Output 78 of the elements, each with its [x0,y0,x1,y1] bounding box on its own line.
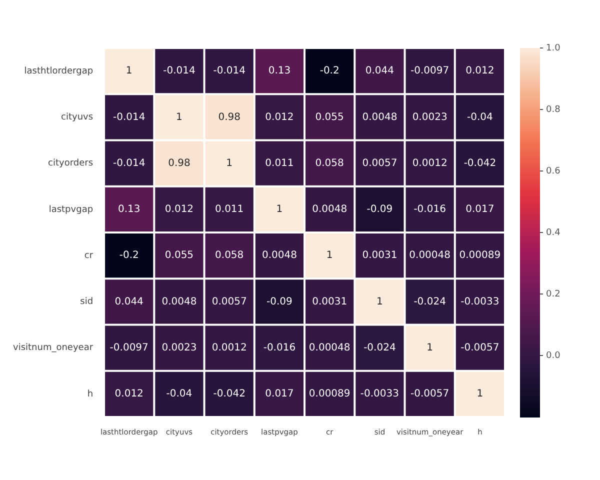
data-label: -0.2 [119,250,139,262]
color-bar-label: 0.2 [546,289,560,300]
data-label: 1 [426,342,434,354]
data-label: 1 [176,112,182,123]
data-label: 0.058 [215,250,244,262]
data-label: 0.0057 [362,158,398,169]
y-tick-label: sid [80,297,94,308]
data-label: 0.044 [365,66,394,77]
data-label: 0.0031 [362,250,398,262]
data-label: 0.0012 [212,342,247,354]
y-tick-label: lasthtlordergap [24,66,94,76]
y-tick-label: visitnum_oneyear [13,343,94,354]
data-label: 0.13 [118,204,140,216]
data-label: 0.012 [466,66,494,77]
data-label: 0.00089 [308,388,350,400]
data-label: 0.00048 [308,342,350,354]
color-bar-label: 0.8 [546,104,561,115]
data-label: -0.04 [467,112,493,123]
data-label: -0.024 [364,342,396,354]
data-label: 1 [476,388,484,400]
data-label: 0.0031 [312,296,348,308]
data-label: -0.0057 [460,342,500,354]
data-label: 0.0048 [362,112,398,123]
data-label: 0.058 [315,158,344,169]
y-tick-label: lastpvgap [48,204,94,215]
data-label: -0.0097 [410,66,450,77]
data-label: 0.012 [164,204,194,216]
data-label: -0.016 [414,204,446,216]
data-label: -0.2 [320,66,340,77]
data-label: -0.04 [166,388,192,400]
data-label: -0.014 [112,112,146,123]
data-label: 0.011 [215,204,244,216]
data-label: -0.0057 [410,388,450,400]
data-label: -0.0097 [110,342,148,354]
y-tick-label: cityuvs [61,112,94,123]
data-label: 0.0057 [212,296,247,308]
data-label: 0.044 [114,296,144,308]
data-label: 0.012 [114,388,144,400]
color-bar-label: 1.0 [546,43,561,54]
data-label: 0.0048 [262,250,297,262]
data-label: -0.014 [112,158,146,169]
y-tick-label: cr [84,250,94,261]
data-label: -0.09 [366,204,393,216]
data-label: 1 [376,296,383,308]
data-label: -0.014 [163,66,196,77]
color-bar-label: 0.4 [546,228,561,238]
data-label: -0.0033 [460,296,500,308]
data-label: 0.017 [466,204,494,216]
data-label: 0.0023 [412,112,448,123]
data-label: -0.042 [464,158,496,169]
data-label: 1 [126,66,132,77]
y-tick-label: h [87,389,94,400]
data-label: -0.0033 [360,388,400,400]
data-label: 0.055 [315,112,344,123]
data-label: 0.00048 [409,250,450,262]
data-label: 1 [276,204,283,216]
data-label: 0.017 [265,388,294,400]
data-label: 0.13 [268,66,291,77]
y-tick-label: cityorders [48,158,94,169]
data-label: -0.016 [263,342,296,354]
color-bar-label: 0.0 [546,350,561,361]
data-label: -0.09 [266,296,292,308]
data-label: -0.014 [213,66,246,77]
data-label: 0.011 [265,158,294,169]
data-label: 0.0023 [162,342,197,354]
data-label: 0.98 [168,158,190,169]
data-label: 0.98 [218,112,240,123]
data-label: -0.024 [414,296,446,308]
data-label: -0.042 [213,388,246,400]
data-label: 0.055 [164,250,194,262]
data-label: 1 [326,250,333,262]
data-label: 0.012 [265,112,294,123]
data-label: 0.0048 [312,204,348,216]
color-bar-label: 0.6 [546,166,561,176]
data-label: 0.00089 [459,250,501,262]
data-label: 1 [226,158,233,169]
data-label: 0.0012 [412,158,448,169]
data-label: 0.0048 [162,296,197,308]
